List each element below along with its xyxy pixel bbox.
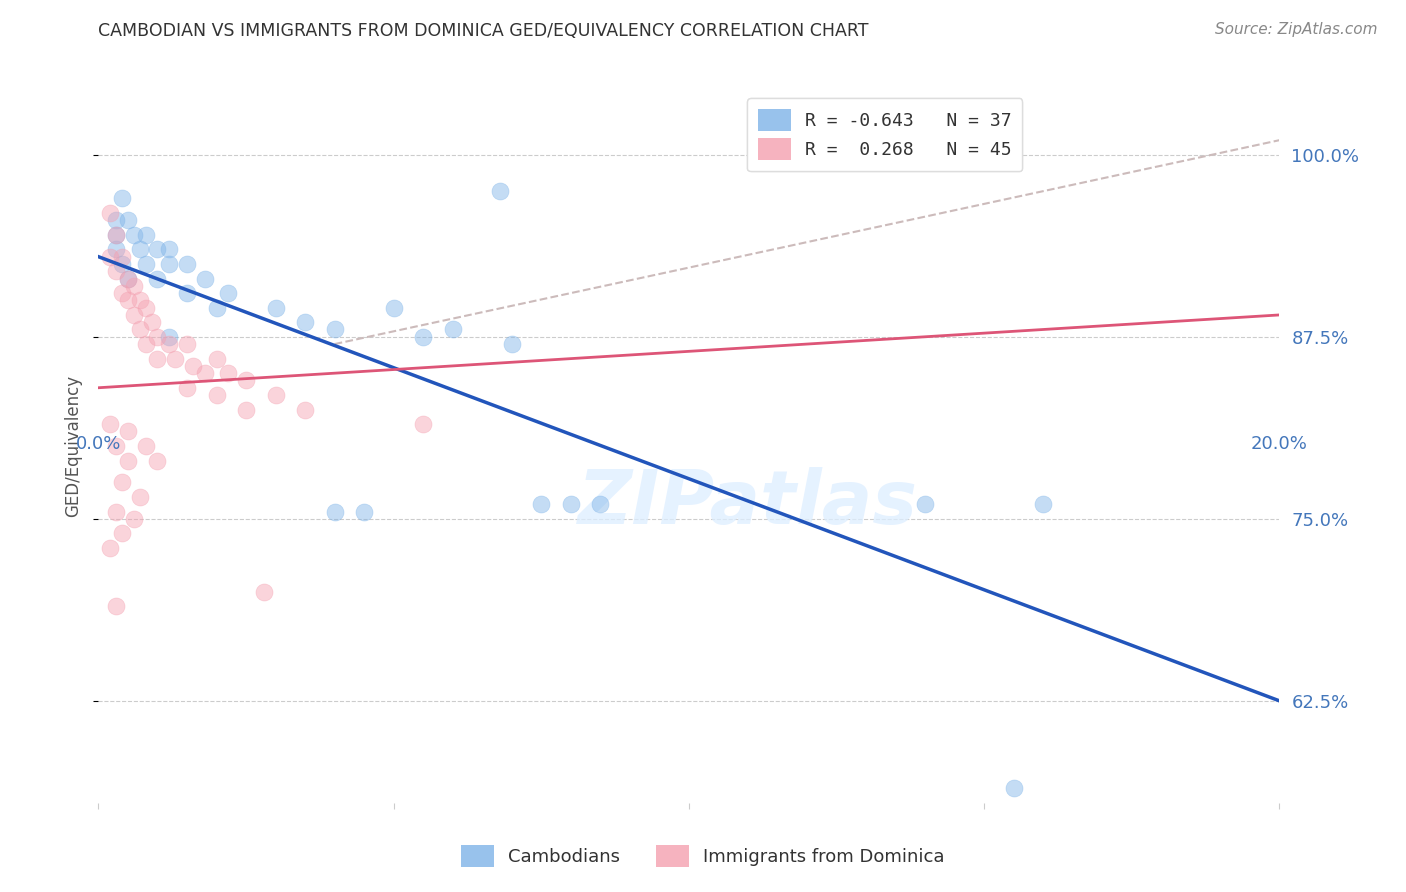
- Point: [128, 490, 150, 504]
- Point: [117, 453, 139, 467]
- Point: [111, 257, 134, 271]
- Point: [141, 315, 163, 329]
- Point: [98, 541, 121, 555]
- Point: [264, 388, 287, 402]
- Point: [157, 243, 180, 257]
- Point: [111, 250, 134, 264]
- Point: [412, 417, 434, 432]
- Point: [165, 351, 187, 366]
- Point: [176, 257, 198, 271]
- Legend: R = -0.643   N = 37, R =  0.268   N = 45: R = -0.643 N = 37, R = 0.268 N = 45: [747, 98, 1022, 171]
- Point: [105, 243, 128, 257]
- Point: [235, 402, 257, 417]
- Point: [264, 301, 287, 315]
- Point: [122, 227, 145, 242]
- Point: [117, 213, 139, 227]
- Point: [176, 286, 198, 301]
- Point: [105, 213, 128, 227]
- Point: [122, 308, 145, 322]
- Point: [98, 250, 121, 264]
- Point: [135, 301, 157, 315]
- Point: [157, 337, 180, 351]
- Point: [589, 497, 612, 511]
- Point: [98, 206, 121, 220]
- Point: [194, 271, 217, 285]
- Point: [205, 351, 228, 366]
- Point: [294, 315, 316, 329]
- Point: [146, 453, 169, 467]
- Point: [157, 257, 180, 271]
- Point: [128, 322, 150, 336]
- Point: [111, 191, 134, 205]
- Point: [489, 184, 512, 198]
- Text: 0.0%: 0.0%: [76, 435, 121, 453]
- Point: [117, 425, 139, 439]
- Point: [235, 374, 257, 388]
- Point: [217, 286, 239, 301]
- Point: [176, 337, 198, 351]
- Y-axis label: GED/Equivalency: GED/Equivalency: [63, 375, 82, 517]
- Point: [560, 497, 582, 511]
- Point: [323, 322, 346, 336]
- Point: [135, 439, 157, 453]
- Point: [105, 227, 128, 242]
- Point: [176, 381, 198, 395]
- Point: [98, 417, 121, 432]
- Text: Source: ZipAtlas.com: Source: ZipAtlas.com: [1215, 22, 1378, 37]
- Point: [122, 278, 145, 293]
- Point: [135, 227, 157, 242]
- Point: [146, 243, 169, 257]
- Point: [105, 599, 128, 614]
- Point: [105, 504, 128, 518]
- Point: [117, 271, 139, 285]
- Point: [205, 388, 228, 402]
- Point: [111, 475, 134, 490]
- Point: [105, 439, 128, 453]
- Point: [135, 337, 157, 351]
- Point: [217, 366, 239, 380]
- Point: [105, 264, 128, 278]
- Point: [194, 366, 217, 380]
- Point: [294, 402, 316, 417]
- Text: ZIPatlas: ZIPatlas: [578, 467, 918, 540]
- Point: [122, 512, 145, 526]
- Point: [382, 301, 405, 315]
- Point: [530, 497, 553, 511]
- Point: [146, 330, 169, 344]
- Point: [253, 584, 276, 599]
- Point: [157, 330, 180, 344]
- Point: [441, 322, 464, 336]
- Point: [117, 271, 139, 285]
- Point: [1032, 497, 1054, 511]
- Point: [111, 286, 134, 301]
- Point: [205, 301, 228, 315]
- Legend: Cambodians, Immigrants from Dominica: Cambodians, Immigrants from Dominica: [454, 838, 952, 874]
- Point: [146, 351, 169, 366]
- Point: [117, 293, 139, 308]
- Point: [128, 293, 150, 308]
- Point: [128, 243, 150, 257]
- Point: [914, 497, 936, 511]
- Text: 20.0%: 20.0%: [1251, 435, 1308, 453]
- Point: [105, 227, 128, 242]
- Point: [353, 504, 375, 518]
- Point: [135, 257, 157, 271]
- Point: [412, 330, 434, 344]
- Point: [501, 337, 523, 351]
- Point: [111, 526, 134, 541]
- Point: [1002, 781, 1025, 796]
- Point: [146, 271, 169, 285]
- Text: CAMBODIAN VS IMMIGRANTS FROM DOMINICA GED/EQUIVALENCY CORRELATION CHART: CAMBODIAN VS IMMIGRANTS FROM DOMINICA GE…: [98, 22, 869, 40]
- Point: [181, 359, 204, 373]
- Point: [323, 504, 346, 518]
